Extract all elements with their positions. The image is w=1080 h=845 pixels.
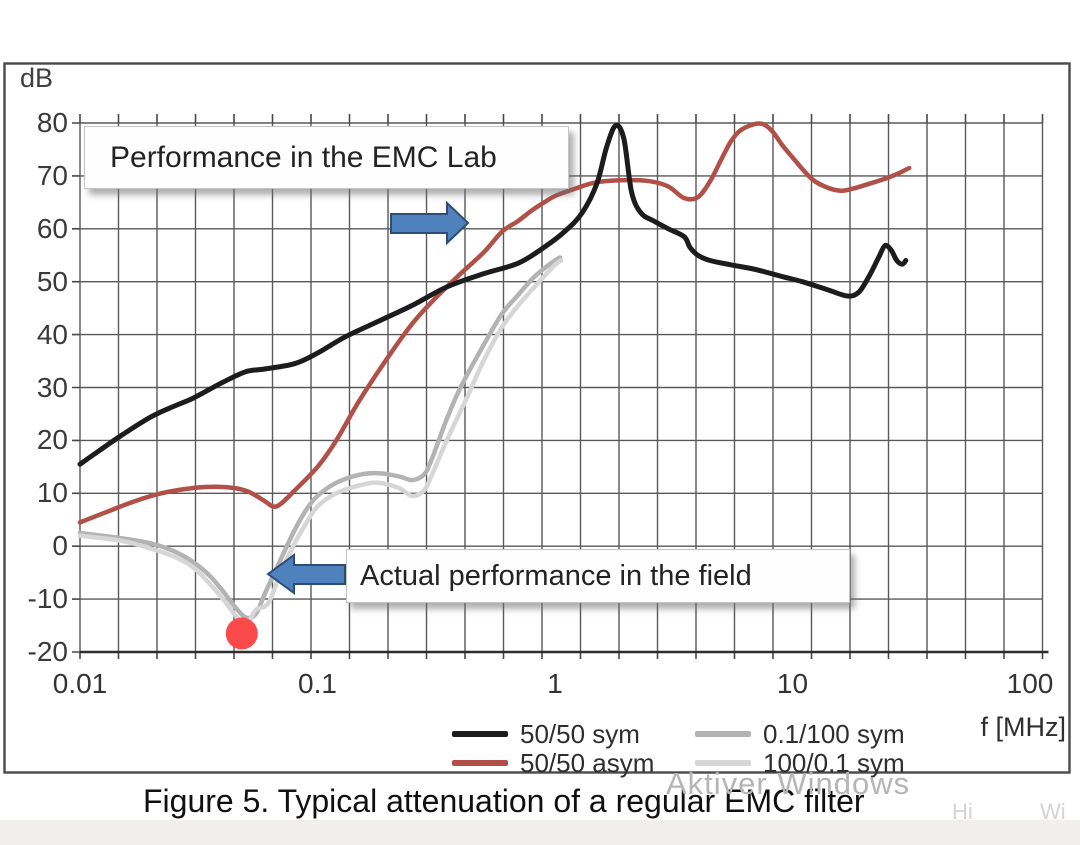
x-axis-unit-label: f [MHz] (980, 712, 1067, 742)
y-tick-label: 40 (36, 318, 68, 350)
x-tick-label: 100 (1006, 668, 1054, 699)
y-axis-title: dB (20, 63, 54, 93)
arrow-right-icon (390, 200, 470, 246)
curve-100-0-1-sym (77, 258, 564, 627)
arrow-left-icon (266, 553, 346, 595)
legend-swatch-50-50-asym (452, 760, 508, 766)
activate-windows-watermark: Aktiver Windows (666, 766, 911, 801)
axis-ticks (72, 114, 1044, 659)
figure-caption: Figure 5. Typical attenuation of a regul… (143, 783, 865, 819)
legend-swatch-0-1-100-sym (695, 731, 751, 737)
legend-swatch-100-0-1-sym (695, 760, 751, 766)
bottom-strip (0, 820, 1080, 845)
legend-label: 50/50 sym (520, 719, 640, 749)
y-tick-label: -20 (27, 636, 68, 667)
legend-label: 100/0.1 sym (763, 748, 905, 778)
y-tick-label: 50 (36, 265, 68, 297)
watermark-fragment: Hi (952, 799, 973, 824)
annotation-lab-box: Performance in the EMC Lab (84, 126, 569, 189)
annotation-field-text: Actual performance in the field (360, 559, 752, 592)
y-tick-label: 20 (36, 424, 68, 456)
field-problem-marker (225, 617, 258, 650)
y-tick-label: 10 (36, 477, 68, 509)
x-tick-label: 1 (547, 668, 563, 699)
annotation-field-box: Actual performance in the field (346, 549, 850, 603)
x-tick-label: 10 (776, 668, 809, 699)
x-tick-label: 0.01 (52, 668, 108, 699)
y-tick-label: 60 (36, 212, 68, 244)
y-tick-label: 70 (36, 159, 68, 191)
x-tick-label: 0.1 (298, 668, 337, 699)
y-tick-label: -10 (27, 583, 68, 615)
legend-swatch-50-50-sym (452, 731, 508, 737)
y-tick-label: 80 (36, 107, 68, 138)
legend-label: 50/50 asym (520, 748, 655, 778)
y-tick-label: 0 (52, 530, 68, 562)
curve-0-1-100-sym (77, 255, 563, 621)
legend-label: 0.1/100 sym (763, 719, 905, 749)
curve-50-50-sym (77, 122, 909, 467)
chart-frame (3, 62, 1071, 774)
curve-50-50-asym (77, 121, 912, 525)
annotation-lab-text: Performance in the EMC Lab (110, 140, 497, 174)
y-tick-label: 30 (36, 371, 68, 403)
watermark-fragment: Wi (1040, 799, 1066, 824)
